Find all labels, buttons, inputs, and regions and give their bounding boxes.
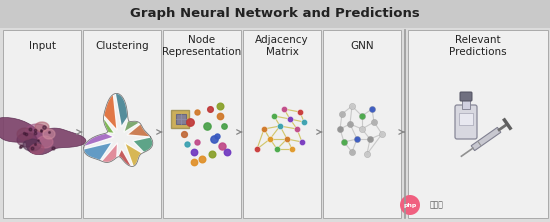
Polygon shape (116, 93, 128, 127)
Polygon shape (23, 139, 41, 151)
Polygon shape (471, 127, 501, 151)
Polygon shape (103, 117, 114, 133)
Polygon shape (0, 118, 86, 155)
Polygon shape (35, 122, 49, 132)
Bar (3, 30, 81, 218)
Polygon shape (124, 119, 140, 132)
Text: Relevant
Predictions: Relevant Predictions (449, 35, 507, 57)
Polygon shape (118, 149, 131, 166)
Bar (163, 30, 241, 218)
Polygon shape (104, 94, 117, 130)
Text: Clustering: Clustering (95, 41, 149, 51)
Bar (323, 30, 401, 218)
Polygon shape (30, 144, 44, 154)
Bar (171, 110, 189, 128)
Polygon shape (84, 133, 114, 147)
FancyBboxPatch shape (460, 92, 472, 101)
Polygon shape (133, 137, 153, 152)
Polygon shape (102, 143, 118, 163)
Text: GNN: GNN (350, 41, 374, 51)
Text: Graph Neural Network and Predictions: Graph Neural Network and Predictions (130, 8, 420, 20)
Polygon shape (127, 124, 151, 137)
Bar (83, 30, 161, 218)
FancyBboxPatch shape (455, 105, 477, 139)
Text: 中文网: 中文网 (430, 200, 444, 210)
Circle shape (400, 195, 420, 215)
Polygon shape (25, 124, 49, 140)
Polygon shape (17, 128, 33, 140)
Polygon shape (43, 129, 55, 139)
Bar (176, 114, 186, 124)
Bar (459, 113, 473, 125)
Bar (243, 30, 321, 218)
Polygon shape (84, 142, 112, 161)
Polygon shape (17, 133, 37, 147)
Text: php: php (403, 202, 417, 208)
Polygon shape (37, 136, 53, 148)
Bar (462, 99, 470, 109)
Text: Input: Input (29, 41, 56, 51)
Polygon shape (125, 143, 142, 166)
Bar (0, 0, 550, 28)
Text: Adjacency
Matrix: Adjacency Matrix (255, 35, 309, 57)
Bar (408, 30, 548, 218)
Text: Node
Representation: Node Representation (162, 35, 241, 57)
